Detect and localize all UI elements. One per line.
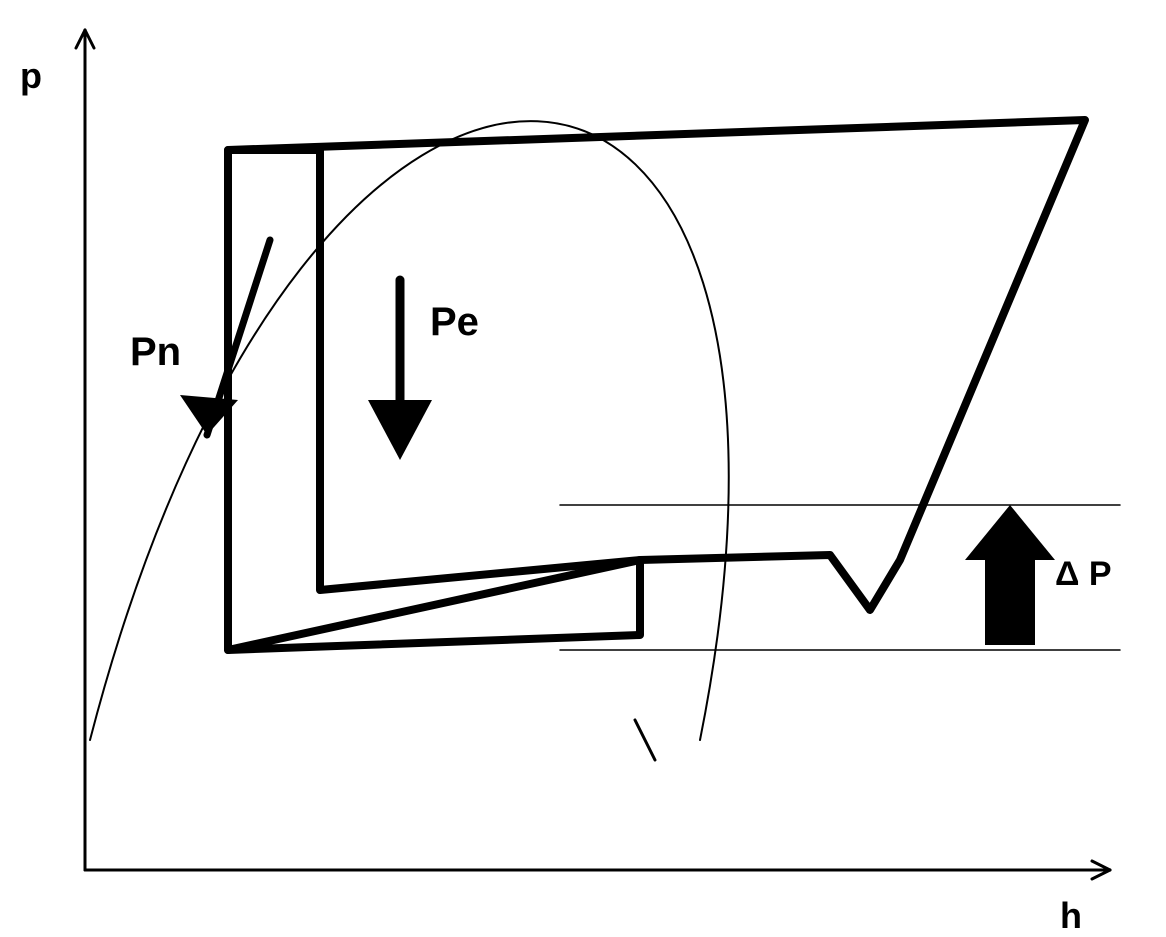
- y-axis-label: p: [20, 55, 42, 97]
- delta-p-label: Δ P: [1055, 555, 1112, 594]
- diagram-svg: [0, 0, 1166, 937]
- pn-label: Pn: [130, 330, 181, 375]
- x-axis-label: h: [1060, 895, 1082, 937]
- pe-label: Pe: [430, 300, 479, 345]
